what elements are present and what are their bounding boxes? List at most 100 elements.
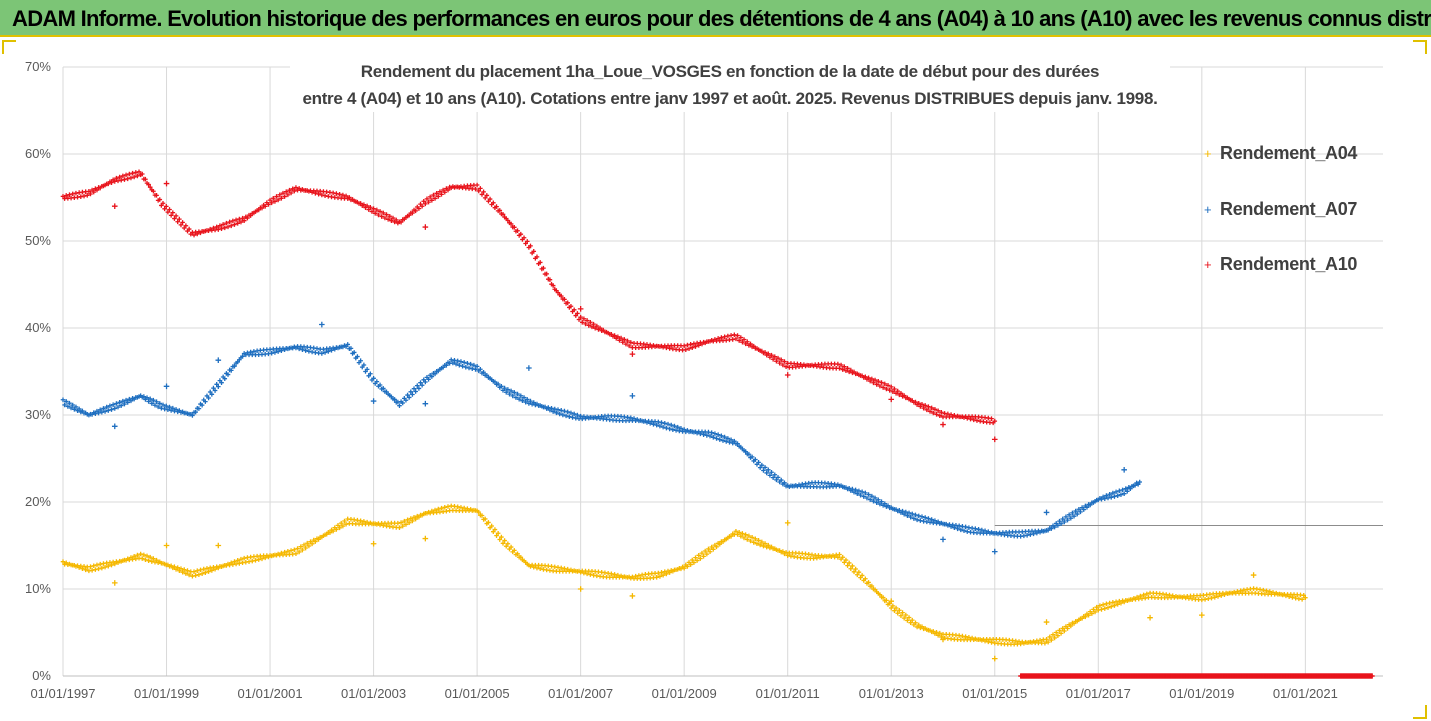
data-point	[222, 225, 228, 231]
data-point	[584, 571, 590, 577]
data-point	[1062, 628, 1067, 634]
data-point	[127, 171, 132, 177]
data-point	[921, 405, 926, 411]
outlier-point	[577, 586, 584, 592]
x-axis-ticks: 01/01/1997 01/01/1999 01/01/2001 01/01/2003…	[30, 686, 1337, 701]
data-point	[209, 568, 215, 573]
data-point	[890, 389, 896, 395]
data-point	[922, 515, 928, 520]
data-point	[220, 222, 226, 227]
data-point	[423, 201, 428, 207]
data-point	[186, 572, 192, 578]
data-point	[300, 347, 305, 353]
data-point	[518, 231, 524, 237]
data-point	[199, 571, 205, 577]
data-point	[154, 557, 159, 563]
data-point	[453, 361, 459, 367]
data-point	[329, 348, 334, 353]
data-point	[712, 431, 718, 436]
data-point	[418, 380, 423, 385]
data-point	[562, 408, 567, 414]
data-point	[667, 426, 672, 432]
y-tick-label: 0%	[32, 668, 51, 683]
data-point	[589, 324, 595, 330]
data-point	[282, 549, 287, 555]
data-point	[1055, 523, 1061, 528]
data-point	[518, 393, 524, 399]
data-point	[135, 552, 140, 558]
data-point	[288, 548, 294, 553]
data-point	[104, 404, 109, 410]
data-point	[83, 567, 88, 573]
data-point	[408, 389, 414, 395]
data-point	[706, 546, 711, 552]
data-point	[379, 214, 384, 219]
data-point	[567, 414, 572, 420]
data-point	[94, 562, 100, 568]
data-point	[1057, 518, 1062, 524]
outlier-point	[163, 383, 170, 390]
data-point	[1049, 526, 1054, 531]
data-point	[455, 358, 461, 364]
data-point	[843, 368, 849, 374]
outlier-point	[1043, 619, 1050, 625]
data-point	[474, 364, 480, 369]
data-point	[191, 569, 197, 574]
data-point	[761, 468, 766, 473]
data-point	[1128, 486, 1133, 491]
data-point	[478, 186, 483, 191]
data-point	[765, 542, 771, 548]
outlier-point	[526, 365, 532, 371]
data-point	[157, 401, 163, 406]
data-point	[494, 204, 499, 209]
data-point	[683, 347, 689, 353]
data-point	[172, 216, 177, 221]
data-point	[1303, 595, 1308, 600]
data-point	[508, 221, 514, 227]
data-point	[397, 403, 402, 409]
data-point	[162, 206, 167, 212]
data-point	[327, 530, 333, 535]
data-point	[628, 415, 634, 421]
data-point	[853, 566, 858, 572]
data-point	[571, 307, 577, 313]
data-point	[190, 413, 195, 418]
data-point	[406, 395, 412, 400]
data-point	[513, 395, 519, 400]
data-point	[295, 546, 300, 551]
data-point	[253, 558, 258, 563]
data-point	[520, 398, 525, 404]
data-point	[1050, 632, 1056, 637]
data-point	[743, 532, 748, 537]
data-point	[1293, 595, 1298, 601]
data-point	[68, 405, 74, 411]
data-point	[874, 382, 879, 387]
data-point	[749, 535, 755, 540]
x-tick-label: 01/01/2003	[341, 686, 406, 701]
x-tick-label: 01/01/1999	[134, 686, 199, 701]
data-point	[914, 517, 920, 523]
data-point	[217, 223, 223, 228]
data-point	[736, 338, 742, 343]
data-point	[935, 408, 941, 414]
data-point	[508, 388, 514, 394]
data-point	[505, 387, 511, 392]
data-point	[437, 189, 443, 194]
data-point	[735, 333, 740, 338]
data-point	[704, 551, 710, 557]
data-point	[848, 367, 854, 373]
data-point	[319, 351, 325, 356]
data-point	[410, 392, 415, 397]
data-point	[898, 390, 904, 396]
data-point	[916, 622, 922, 628]
data-point	[1110, 490, 1116, 496]
data-point	[1084, 505, 1090, 510]
outlier-point	[1121, 467, 1127, 473]
data-point	[131, 174, 137, 180]
data-point	[180, 569, 185, 575]
data-point	[866, 492, 871, 497]
data-point	[460, 363, 465, 369]
data-point	[198, 567, 203, 573]
data-point	[392, 397, 397, 402]
outlier-point	[784, 520, 791, 526]
